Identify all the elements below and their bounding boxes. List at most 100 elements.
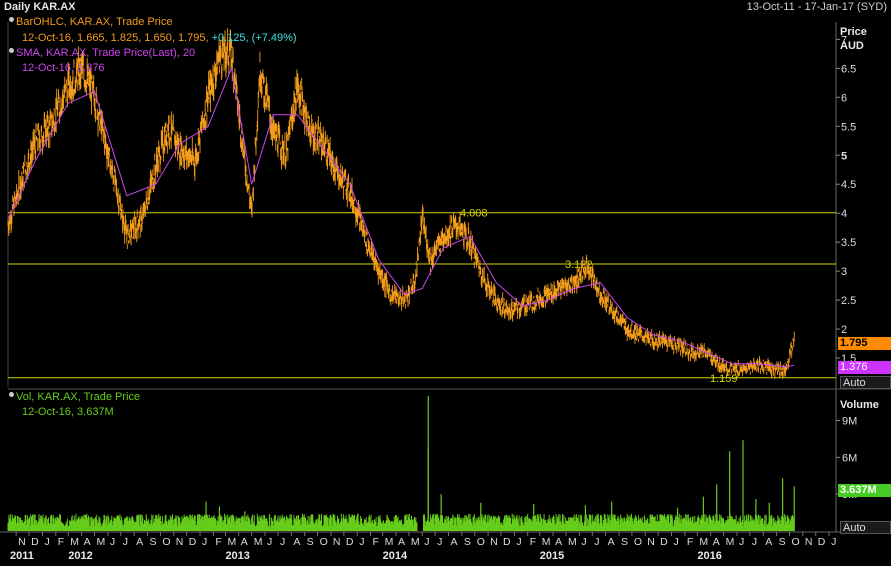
ohlc-legend: BarOHLC, KAR.AX, Trade Price [9,15,173,30]
month-label: O [791,536,799,548]
year-label: 2016 [697,550,721,562]
month-label: J [359,536,364,548]
price-axis-title: Price AUD [840,25,867,53]
price-tick-label: 6.5 [841,63,856,75]
price-series [7,28,795,379]
month-label: N [647,536,655,548]
month-label: S [779,536,786,548]
price-tick-label: 3.5 [841,237,856,249]
date-range: 13-Oct-11 - 17-Jan-17 (SYD) [746,1,887,13]
month-label: M [227,536,236,548]
month-label: S [621,536,628,548]
ohlc-bars [7,28,795,379]
month-label: N [18,536,26,548]
last-price-tag: 1.795 [838,337,891,350]
month-label: J [202,536,207,548]
volume-legend: Vol, KAR.AX, Trade Price [9,390,140,405]
price-tick-label: 2 [841,324,847,336]
legend-dot-icon[interactable] [9,17,14,22]
price-auto-button[interactable]: Auto [840,376,891,389]
month-label: O [320,536,328,548]
month-label: J [516,536,521,548]
month-label: D [660,536,668,548]
month-label: A [136,536,143,548]
sma-legend-values: 12-Oct-16, 1.376 [22,62,105,74]
price-tick-label: 6 [841,92,847,104]
month-label: N [805,536,813,548]
year-label: 2011 [10,550,34,562]
month-label: M [97,536,106,548]
month-label: J [280,536,285,548]
month-label: O [477,536,485,548]
month-label: M [568,536,577,548]
volume-tick-label: 9M [842,416,857,428]
ohlc-change: +0.125, (+7.49%) [211,32,297,44]
hline-label: 1.159 [710,373,738,385]
month-label: M [699,536,708,548]
month-label: A [765,536,772,548]
volume-tick-label: 6M [842,452,857,464]
month-label: F [373,536,379,548]
month-label: A [713,536,720,548]
price-tick-label: 5 [841,150,847,162]
month-label: D [818,536,826,548]
ohlc-legend-values: 12-Oct-16, 1.665, 1.825, 1.650, 1.795, +… [22,31,297,46]
month-label: J [739,536,744,548]
month-label: M [542,536,551,548]
month-label: D [503,536,511,548]
month-label: F [215,536,221,548]
month-label: F [530,536,536,548]
month-label: J [831,536,836,548]
sma-legend: SMA, KAR.AX, Trade Price(Last), 20 [9,46,195,61]
month-label: M [411,536,420,548]
month-label: D [31,536,39,548]
legend-dot-icon[interactable] [9,48,14,53]
month-label: J [44,536,49,548]
month-label: S [150,536,157,548]
legend-dot-icon[interactable] [9,392,14,397]
month-label: A [293,536,300,548]
month-label: D [346,536,354,548]
year-label: 2015 [540,550,564,562]
month-label: N [490,536,498,548]
month-label: J [267,536,272,548]
month-label: F [687,536,693,548]
month-label: O [162,536,170,548]
month-label: J [594,536,599,548]
month-label: N [176,536,184,548]
month-label: A [608,536,615,548]
month-label: O [634,536,642,548]
price-tick-label: 2.5 [841,295,856,307]
year-label: 2013 [225,550,249,562]
price-grid [0,22,891,533]
month-label: F [58,536,64,548]
volume-tag: 3.637M [838,484,891,497]
month-label: J [110,536,115,548]
month-label: N [333,536,341,548]
ohlc-legend-label: BarOHLC, KAR.AX, Trade Price [16,16,173,28]
sma-line [7,66,795,368]
chart-title: Daily KAR.AX [4,1,76,13]
price-tick-label: 3 [841,266,847,278]
year-label: 2014 [383,550,408,562]
hline-label: 4.008 [460,208,488,220]
price-tick-label: 7 [841,34,847,46]
month-label: J [437,536,442,548]
month-label: A [398,536,405,548]
price-axis-title-line2: AUD [840,40,864,52]
year-label: 2012 [68,550,92,562]
month-label: M [385,536,394,548]
volume-bars [7,396,795,531]
month-label: J [424,536,429,548]
month-label: J [123,536,128,548]
volume-legend-values: 12-Oct-16, 3.637M [22,406,114,418]
price-tick-label: 4.5 [841,179,856,191]
month-label: J [752,536,757,548]
month-label: M [726,536,735,548]
sma-legend-label: SMA, KAR.AX, Trade Price(Last), 20 [16,47,196,59]
volume-auto-button[interactable]: Auto [840,521,891,534]
month-label: A [241,536,248,548]
month-label: A [555,536,562,548]
